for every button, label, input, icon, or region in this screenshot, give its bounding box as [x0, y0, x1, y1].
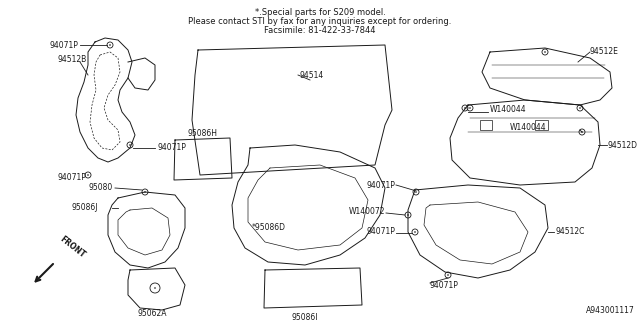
Text: 94514: 94514 [300, 70, 324, 79]
Text: FRONT: FRONT [58, 235, 87, 260]
Circle shape [464, 107, 466, 109]
Text: 94512B: 94512B [58, 55, 87, 65]
Text: 94071P: 94071P [157, 143, 186, 153]
Text: *.Special parts for S209 model.: *.Special parts for S209 model. [255, 8, 385, 17]
Circle shape [154, 287, 156, 289]
Circle shape [447, 274, 449, 276]
Text: W140044: W140044 [490, 106, 527, 115]
Circle shape [544, 51, 546, 53]
Text: A943001117: A943001117 [586, 306, 635, 315]
Circle shape [109, 44, 111, 46]
Text: 94512C: 94512C [555, 228, 584, 236]
Text: 95080: 95080 [89, 183, 113, 193]
Circle shape [579, 107, 581, 109]
Circle shape [415, 191, 417, 193]
Text: W140072: W140072 [349, 207, 385, 217]
Text: Please contact STI by fax for any inquiries except for ordering.: Please contact STI by fax for any inquir… [188, 17, 452, 26]
Text: 95086H: 95086H [188, 129, 218, 138]
Circle shape [407, 214, 409, 216]
Circle shape [87, 174, 89, 176]
Text: *95086D: *95086D [252, 223, 286, 233]
Circle shape [469, 107, 471, 109]
Text: W140044: W140044 [510, 124, 547, 132]
Text: 95062A: 95062A [137, 309, 167, 318]
Circle shape [129, 144, 131, 146]
Text: 94071P: 94071P [49, 41, 78, 50]
Text: 94071P: 94071P [58, 173, 87, 182]
Text: 94512D: 94512D [608, 140, 638, 149]
Text: 94071P: 94071P [430, 281, 459, 290]
Text: 95086I: 95086I [292, 313, 318, 320]
Text: 95086J: 95086J [72, 204, 99, 212]
Text: Facsimile: 81-422-33-7844: Facsimile: 81-422-33-7844 [264, 26, 376, 35]
Text: 94512E: 94512E [590, 47, 619, 57]
Circle shape [144, 191, 146, 193]
Circle shape [414, 231, 416, 233]
Circle shape [581, 131, 583, 133]
Text: 94071P: 94071P [366, 228, 395, 236]
Text: 94071P: 94071P [366, 180, 395, 189]
